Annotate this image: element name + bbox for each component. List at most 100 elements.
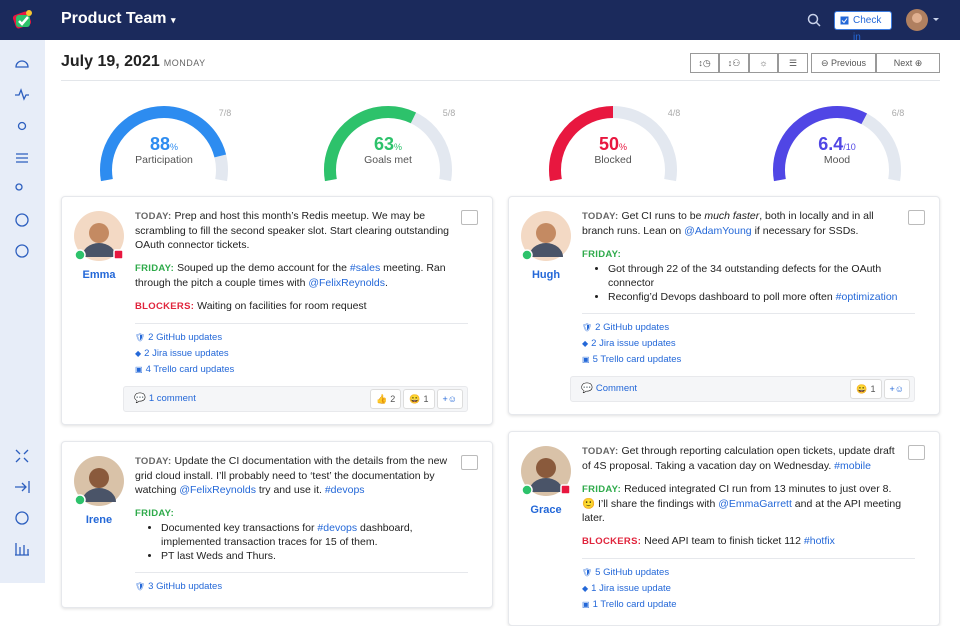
nav-ideas[interactable] <box>17 121 27 131</box>
updates: 🛡 2 GitHub updates ◆ 2 Jira issue updates ▣ 4… <box>135 323 468 378</box>
column: Emma TODAY: Prep and host this month’s Red… <box>61 196 493 608</box>
menu-button[interactable] <box>461 455 478 470</box>
comment-link[interactable]: 💬 1 comment <box>134 393 196 404</box>
nav-dashboard[interactable] <box>15 60 29 68</box>
divider <box>61 80 940 81</box>
link[interactable]: #hotfix <box>803 535 835 547</box>
blockers-label: BLOCKERS: <box>135 301 195 312</box>
layout-button[interactable]: ☰ <box>778 53 808 73</box>
friday-item: PT last Weds and Thurs. <box>161 549 456 563</box>
update-row[interactable]: 🛡 2 GitHub updates <box>582 320 915 336</box>
gauge-label: Mood <box>824 154 850 166</box>
status-ok <box>74 249 86 261</box>
update-row[interactable]: ◆ 2 Jira issue updates <box>135 346 468 362</box>
update-text: 5 GitHub updates <box>595 567 670 578</box>
add-reaction[interactable]: +☺ <box>436 389 463 409</box>
date-heading: July 19, 2021 MONDAY <box>61 53 206 71</box>
menu-button[interactable] <box>461 210 478 225</box>
add-reaction[interactable]: +☺ <box>883 379 910 399</box>
gauge-value-text: 63% <box>374 134 402 154</box>
column: Hugh TODAY: Get CI runs to be much faster,… <box>508 196 940 626</box>
date: July 19, 2021 <box>61 53 160 70</box>
update-row[interactable]: ◆ 1 Jira issue update <box>582 581 915 597</box>
update-text: 5 Trello card updates <box>592 354 682 365</box>
avatar-face <box>89 223 109 243</box>
check-in-button[interactable]: Check in <box>834 11 892 43</box>
avatar-block: Hugh <box>521 211 571 282</box>
link[interactable]: @FelixReynolds <box>179 484 256 496</box>
text: . <box>384 277 388 289</box>
previous-button[interactable]: ⊖ Previous <box>811 53 876 73</box>
update-row[interactable]: 🛡 5 GitHub updates <box>582 565 915 581</box>
gauge-value-text: 50% <box>599 134 627 154</box>
nav-people[interactable] <box>15 183 23 191</box>
nav-sync[interactable] <box>15 213 29 227</box>
gauge-unit: % <box>619 142 627 152</box>
avatar-face <box>536 223 556 243</box>
link[interactable]: #devops <box>317 522 358 534</box>
update-row[interactable]: 🛡 2 GitHub updates <box>135 330 468 346</box>
update-row[interactable]: ▣ 1 Trello card update <box>582 597 915 613</box>
menu-button[interactable] <box>908 445 925 460</box>
update-icon: 🛡 <box>135 333 146 342</box>
comment-text: 1 comment <box>148 393 196 404</box>
nav-integrations[interactable] <box>15 244 29 258</box>
avatar-body <box>82 243 116 257</box>
mood-button[interactable]: ☼ <box>749 53 778 73</box>
reaction[interactable]: 😀 1 <box>403 389 435 409</box>
add-icon: ☺ <box>894 384 904 394</box>
link[interactable]: #sales <box>349 262 381 274</box>
gauge-unit: /10 <box>843 142 856 152</box>
text: Update the CI documentation with the det… <box>135 455 448 496</box>
link[interactable]: #optimization <box>835 291 898 303</box>
link[interactable]: #mobile <box>834 460 871 472</box>
text: Need API team to finish ticket 112 <box>644 535 804 547</box>
comment-link[interactable]: 💬 Comment <box>581 383 637 394</box>
update-text: 1 Trello card update <box>592 599 677 610</box>
update-row[interactable]: ◆ 2 Jira issue updates <box>582 336 915 352</box>
comment-icon: 💬 <box>581 383 593 394</box>
update-icon: 🛡 <box>582 323 593 332</box>
nav-reports[interactable] <box>15 543 29 556</box>
friday-item: Documented key transactions for #devops … <box>161 521 456 549</box>
link[interactable]: @EmmaGarrett <box>718 498 792 510</box>
update-row[interactable]: 🛡 3 GitHub updates <box>135 579 468 595</box>
link[interactable]: @FelixReynolds <box>308 277 385 289</box>
update-text: 2 GitHub updates <box>148 332 223 343</box>
text: try and use it. <box>255 484 325 496</box>
text: Reconfig’d Devops dashboard to poll more… <box>608 291 836 303</box>
user-menu[interactable] <box>906 9 942 31</box>
friday-list: Got through 22 of the 34 outstanding def… <box>582 262 903 304</box>
sort-time-button[interactable]: ↕◷ <box>690 53 719 73</box>
nav-expand[interactable] <box>15 449 29 463</box>
update-row[interactable]: ▣ 4 Trello card updates <box>135 362 468 378</box>
reaction-emoji: 😀 <box>856 384 868 394</box>
link[interactable]: #devops <box>324 484 365 496</box>
nav-activity[interactable] <box>15 88 29 101</box>
avatar-body <box>82 488 116 502</box>
update-row[interactable]: ▣ 5 Trello card updates <box>582 352 915 368</box>
next-button[interactable]: Next ⊕ <box>876 53 940 73</box>
reaction[interactable]: 👍 2 <box>370 389 402 409</box>
reaction[interactable]: 😀 1 <box>850 379 882 399</box>
gauge-label: Participation <box>135 154 193 166</box>
link[interactable]: @AdamYoung <box>684 225 752 237</box>
search-icon[interactable] <box>807 13 821 27</box>
nav-collapse[interactable] <box>15 481 30 493</box>
team-title[interactable]: Product Team ▾ <box>61 10 175 28</box>
nav-list[interactable] <box>16 153 28 163</box>
today-section: TODAY: Get CI runs to be much faster, bot… <box>582 209 903 238</box>
today-label: TODAY: <box>582 211 619 222</box>
friday-label: FRIDAY: <box>135 263 175 274</box>
menu-button[interactable] <box>908 210 925 225</box>
add-text: + <box>442 394 448 404</box>
member-name: Grace <box>530 504 562 516</box>
check-icon <box>840 16 849 25</box>
update-text: 1 Jira issue update <box>591 583 671 594</box>
gauge-arc <box>773 106 868 182</box>
avatar <box>74 456 124 506</box>
sort-people-button[interactable]: ↕⚇ <box>719 53 749 73</box>
text: Get CI runs to be <box>621 210 705 222</box>
nav-help[interactable] <box>15 511 29 525</box>
